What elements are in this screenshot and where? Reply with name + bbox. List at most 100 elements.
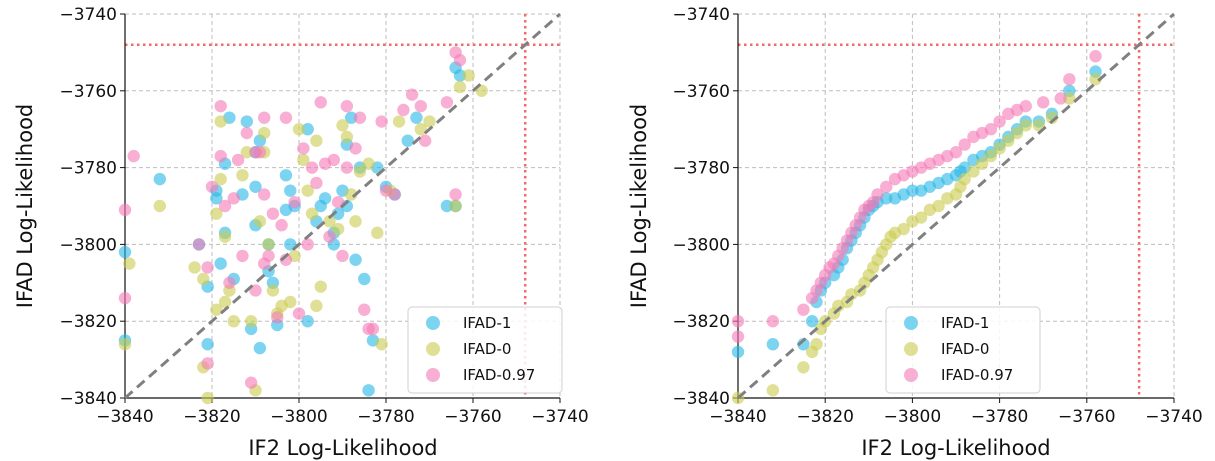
scatter-point bbox=[201, 391, 214, 405]
scatter-point bbox=[201, 261, 214, 274]
scatter-point bbox=[240, 126, 253, 140]
scatter-point bbox=[253, 215, 267, 228]
scatter-point bbox=[349, 253, 362, 266]
reference-lines bbox=[738, 14, 1174, 398]
scatter-point bbox=[958, 138, 971, 151]
scatter-point bbox=[358, 303, 371, 316]
left-scatter-panel: −3840 −3820 −3800 −3780 −3760 −3740 −3840 −382… bbox=[13, 5, 589, 460]
scatter-point bbox=[1019, 99, 1032, 113]
scatter-point bbox=[275, 219, 288, 232]
scatter-point bbox=[262, 238, 275, 251]
scatter-point bbox=[392, 115, 406, 128]
scatter-point bbox=[240, 146, 253, 159]
scatter-point bbox=[440, 96, 454, 109]
y-tick-label: −3820 bbox=[59, 312, 117, 332]
scatter-point bbox=[1002, 134, 1015, 147]
scatter-point bbox=[153, 199, 166, 213]
scatter-point bbox=[362, 384, 375, 397]
scatter-point bbox=[188, 261, 201, 274]
scatter-point bbox=[258, 111, 271, 124]
scatter-point bbox=[244, 376, 258, 389]
scatter-point bbox=[218, 199, 232, 213]
scatter-point bbox=[218, 230, 232, 243]
scatter-point bbox=[305, 207, 319, 220]
scatter-point bbox=[949, 146, 963, 159]
y-tick-label: −3740 bbox=[672, 5, 730, 25]
x-tick-labels: −3840 −3820 −3800 −3780 −3760 −3740 bbox=[709, 407, 1203, 427]
legend: IFAD-1 IFAD-0 IFAD-0.97 bbox=[885, 306, 1041, 394]
scatter-point bbox=[310, 176, 323, 190]
scatter-point bbox=[958, 172, 971, 186]
x-tick-label: −3780 bbox=[971, 407, 1029, 427]
scatter-point bbox=[266, 207, 280, 220]
scatter-point bbox=[236, 249, 249, 263]
scatter-point bbox=[358, 272, 371, 286]
scatter-point bbox=[453, 53, 467, 67]
scatter-point bbox=[297, 153, 310, 167]
scatter-point bbox=[301, 315, 314, 328]
legend-marker bbox=[426, 342, 440, 356]
scatter-point bbox=[323, 215, 336, 228]
scatter-point bbox=[331, 222, 345, 236]
scatter-point bbox=[914, 211, 928, 224]
scatter-point bbox=[210, 207, 223, 220]
scatter-point bbox=[314, 280, 327, 293]
scatter-point bbox=[449, 199, 462, 213]
scatter-point bbox=[279, 169, 293, 182]
scatter-point bbox=[297, 142, 310, 155]
scatter-point bbox=[805, 315, 819, 328]
identity-diagonal-line bbox=[737, 12, 1175, 400]
scatter-point bbox=[153, 172, 166, 186]
scatter-point bbox=[231, 153, 245, 167]
scatter-point bbox=[345, 111, 358, 124]
scatter-point bbox=[766, 338, 780, 351]
legend-marker bbox=[904, 368, 918, 382]
scatter-point bbox=[327, 153, 340, 167]
scatter-point bbox=[766, 315, 780, 328]
data-points bbox=[118, 46, 488, 405]
scatter-point bbox=[340, 161, 354, 174]
scatter-point bbox=[414, 99, 427, 113]
x-tick-label: −3840 bbox=[96, 407, 154, 427]
scatter-point bbox=[731, 345, 745, 359]
legend-marker bbox=[426, 316, 440, 330]
scatter-point bbox=[214, 99, 227, 113]
scatter-point bbox=[371, 226, 384, 240]
legend-box bbox=[885, 306, 1041, 394]
scatter-point bbox=[127, 149, 140, 163]
scatter-point bbox=[453, 80, 467, 94]
y-tick-label: −3820 bbox=[672, 312, 730, 332]
scatter-point bbox=[253, 341, 267, 355]
x-tick-label: −3760 bbox=[1058, 407, 1116, 427]
scatter-point bbox=[214, 257, 227, 270]
y-tick-label: −3780 bbox=[672, 159, 730, 179]
scatter-point bbox=[249, 180, 262, 193]
scatter-point bbox=[871, 188, 884, 201]
scatter-point bbox=[240, 115, 253, 128]
scatter-point bbox=[423, 115, 436, 128]
legend-label: IFAD-0 bbox=[941, 340, 989, 358]
scatter-point bbox=[205, 180, 219, 193]
legend-label: IFAD-0.97 bbox=[463, 366, 535, 384]
scatter-point bbox=[227, 192, 240, 205]
scatter-point bbox=[1054, 92, 1067, 105]
y-tick-label: −3760 bbox=[59, 82, 117, 102]
scatter-point bbox=[353, 165, 367, 178]
x-axis-label: IF2 Log-Likelihood bbox=[861, 436, 1050, 460]
scatter-point bbox=[262, 249, 275, 263]
y-tick-label: −3800 bbox=[672, 235, 730, 255]
scatter-point bbox=[310, 299, 323, 313]
legend-label: IFAD-1 bbox=[463, 314, 511, 332]
scatter-point bbox=[123, 257, 136, 270]
scatter-point bbox=[1037, 96, 1050, 109]
scatter-point bbox=[449, 188, 462, 201]
scatter-point bbox=[401, 134, 414, 147]
scatter-point bbox=[271, 311, 284, 324]
scatter-point bbox=[993, 115, 1006, 128]
scatter-point bbox=[201, 357, 214, 370]
y-tick-label: −3800 bbox=[59, 235, 117, 255]
y-tick-label: −3840 bbox=[59, 389, 117, 409]
scatter-point bbox=[967, 165, 980, 178]
scatter-point bbox=[984, 123, 998, 136]
scatter-point bbox=[292, 307, 306, 320]
